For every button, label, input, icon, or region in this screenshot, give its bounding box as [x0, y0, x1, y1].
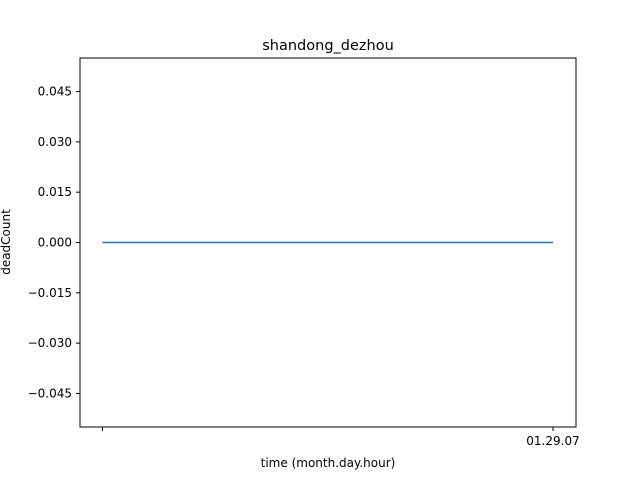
y-axis: −0.045 −0.030 −0.015 0.000 0.015 0.030 0.045 — [28, 85, 80, 400]
y-axis-label: deadCount — [0, 209, 13, 275]
y-tick-label: −0.015 — [28, 286, 72, 300]
y-tick-label: −0.045 — [28, 386, 72, 400]
y-tick-label: 0.015 — [38, 185, 72, 199]
x-tick-label: 01.29.07 — [526, 434, 579, 448]
y-tick-label: 0.000 — [38, 236, 72, 250]
y-tick-label: −0.030 — [28, 336, 72, 350]
y-tick-label: 0.030 — [38, 135, 72, 149]
chart-title: shandong_dezhou — [262, 38, 394, 54]
y-tick-label: 0.045 — [38, 85, 72, 99]
x-axis-label: time (month.day.hour) — [261, 456, 396, 470]
x-axis: 01.29.07 — [102, 427, 580, 448]
